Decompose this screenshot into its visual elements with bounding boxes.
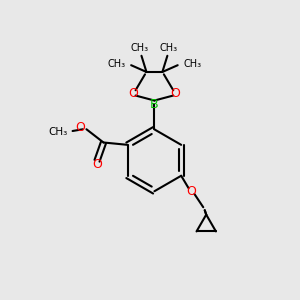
- Text: O: O: [128, 87, 138, 100]
- Text: O: O: [92, 158, 102, 171]
- Text: B: B: [150, 98, 159, 111]
- Text: CH₃: CH₃: [131, 43, 149, 53]
- Text: CH₃: CH₃: [160, 43, 178, 53]
- Text: CH₃: CH₃: [48, 127, 67, 136]
- Text: O: O: [187, 184, 196, 198]
- Text: O: O: [75, 121, 85, 134]
- Text: CH₃: CH₃: [107, 59, 125, 69]
- Text: CH₃: CH₃: [184, 59, 202, 69]
- Text: O: O: [171, 87, 181, 100]
